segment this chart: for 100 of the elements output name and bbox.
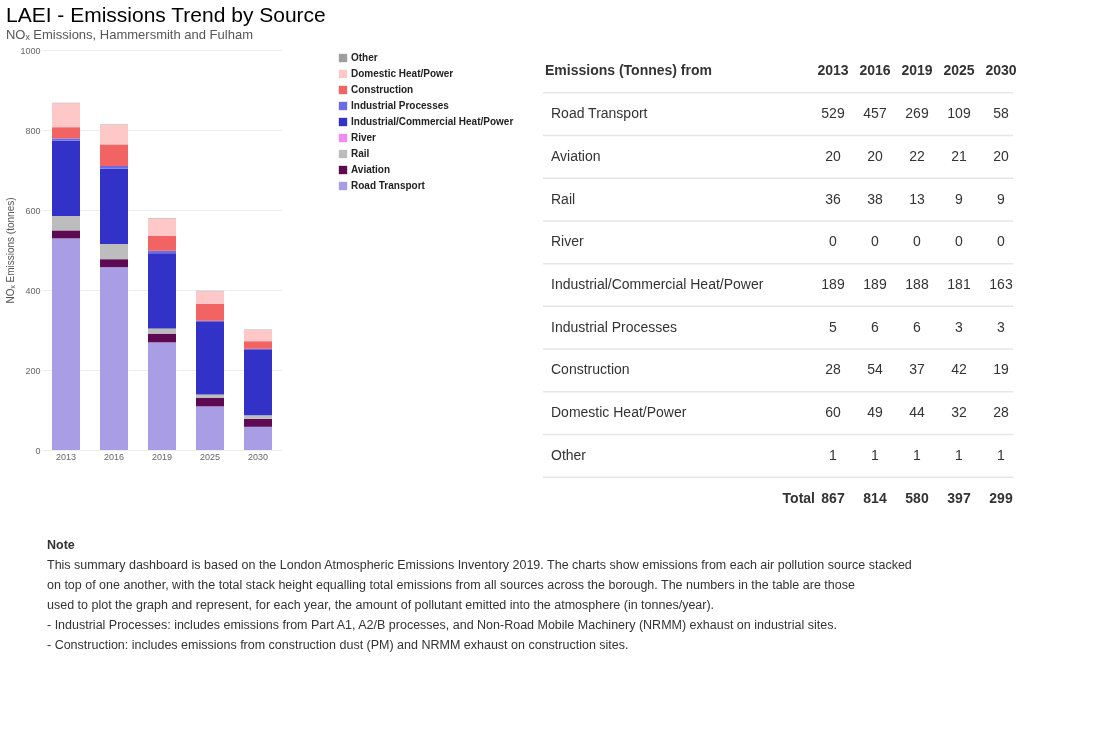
y-tick-label: 200 — [25, 365, 41, 376]
bar — [52, 230, 80, 239]
text: Domestic Heat/Power — [551, 404, 687, 421]
text: Emissions (Tonnes) from — [545, 62, 712, 79]
data-label: 3 — [955, 318, 964, 335]
data-label: 457 — [863, 105, 887, 122]
text: Rail — [551, 190, 576, 207]
x-tick-label: 2016 — [103, 451, 125, 462]
y-axis-title: NOₓ Emissions (tonnes) — [5, 197, 17, 304]
data-label: 189 — [863, 276, 887, 292]
legend-label: River — [351, 132, 377, 143]
data-label: 20 — [825, 147, 841, 164]
text: 397 — [947, 489, 971, 506]
text: Note — [47, 538, 75, 552]
data-label: 1 — [997, 446, 1006, 463]
data-label: 6 — [913, 318, 922, 335]
data-label: 0 — [997, 233, 1006, 250]
bar — [52, 127, 80, 139]
text: Construction — [551, 361, 630, 378]
text: River — [551, 233, 585, 250]
bar — [52, 140, 80, 216]
data-label: 54 — [867, 361, 883, 378]
bar — [244, 350, 272, 416]
data-label: 0 — [829, 233, 838, 250]
data-label: 20 — [993, 147, 1009, 164]
data-label: 37 — [909, 361, 925, 378]
text: 814 — [863, 489, 887, 506]
data-label: 49 — [867, 404, 883, 421]
text: Industrial Processes — [551, 318, 678, 335]
data-label: 19 — [993, 361, 1009, 378]
bar — [196, 394, 224, 398]
bar — [148, 253, 176, 329]
text: Road Transport — [551, 105, 648, 122]
bar — [244, 426, 272, 450]
y-tick-label: 0 — [35, 445, 41, 456]
legend-label: Rail — [351, 148, 370, 159]
data-label: 13 — [909, 190, 925, 207]
data-label: 188 — [905, 276, 929, 292]
category-label: 2030 — [985, 62, 1017, 79]
y-tick-label: 400 — [25, 285, 41, 296]
bar — [244, 330, 272, 342]
bar — [100, 144, 128, 166]
bar — [148, 236, 176, 251]
text: Aviation — [551, 147, 601, 164]
data-label: 269 — [905, 105, 929, 122]
y-tick-label: 600 — [25, 205, 41, 216]
text: This summary dashboard is based on the London Atmospheric Emissions Inventory 2019. The charts show emissions from each air pollution source stacked on top of one another, with the total stack height equalling total emissions from all sources across the borough. The numbers in the table are those used to plot the graph and represent, for each year, the amount of pollutant emitted into the atmosphere (in tonnes/year). — [47, 558, 912, 612]
data-label: 6 — [871, 318, 880, 335]
data-label: 163 — [989, 276, 1013, 292]
legend-label: Construction — [351, 84, 414, 95]
legend-label: Other — [351, 52, 378, 63]
legend-label: Industrial Processes — [351, 100, 450, 111]
bar — [244, 415, 272, 419]
chart-title: LAEI - Emissions Trend by Source — [5, 3, 326, 26]
bar — [52, 216, 80, 231]
data-label: 5 — [829, 318, 838, 335]
x-tick-label: 2030 — [247, 451, 269, 462]
text: Industrial/Commercial Heat/Power — [551, 276, 764, 292]
text: 867 — [821, 489, 845, 506]
data-label: 1 — [871, 446, 880, 463]
data-label: 109 — [947, 105, 971, 122]
legend-label: Industrial/Commercial Heat/Power — [351, 116, 514, 127]
bar — [244, 418, 272, 427]
data-label: 181 — [947, 276, 971, 292]
text: - Industrial Processes: includes emissions from Part A1, A2/B processes, and Non-Road Mobile Machinery (NRMM) exhaust on industrial sites. — [47, 618, 837, 632]
legend-label: Domestic Heat/Power — [351, 68, 454, 79]
legend-label: Aviation — [351, 164, 391, 175]
bar — [244, 341, 272, 349]
text: 580 — [905, 489, 929, 506]
data-label: 38 — [867, 190, 883, 207]
text: 299 — [989, 489, 1013, 506]
data-label: 9 — [955, 190, 964, 207]
text: - Construction: includes emissions from construction dust (PM) and NRMM exhaust on construction sites. — [47, 638, 629, 652]
category-label: 2013 — [817, 62, 849, 79]
data-label: 0 — [955, 233, 964, 250]
legend-label: Road Transport — [351, 180, 426, 191]
bar — [52, 103, 80, 128]
data-label: 1 — [913, 446, 922, 463]
data-label: 0 — [913, 233, 922, 250]
x-tick-label: 2013 — [55, 451, 77, 462]
x-tick-label: 2025 — [199, 451, 221, 462]
bar — [196, 322, 224, 395]
data-label: 0 — [871, 233, 880, 250]
bar — [100, 244, 128, 260]
data-label: 529 — [821, 105, 845, 122]
data-label: 58 — [993, 105, 1009, 122]
bar — [100, 267, 128, 450]
data-label: 36 — [825, 190, 841, 207]
text: Total — [782, 489, 815, 506]
data-label: 3 — [997, 318, 1006, 335]
chart-subtitle: NOₓ Emissions, Hammersmith and Fulham — [5, 27, 253, 42]
bar — [196, 291, 224, 304]
bar — [148, 342, 176, 450]
bar — [196, 406, 224, 450]
data-label: 22 — [909, 147, 925, 164]
data-label: 1 — [829, 446, 838, 463]
data-label: 28 — [825, 361, 841, 378]
data-label: 9 — [997, 190, 1006, 207]
data-label: 20 — [867, 147, 883, 164]
y-tick-label: 800 — [25, 125, 41, 136]
